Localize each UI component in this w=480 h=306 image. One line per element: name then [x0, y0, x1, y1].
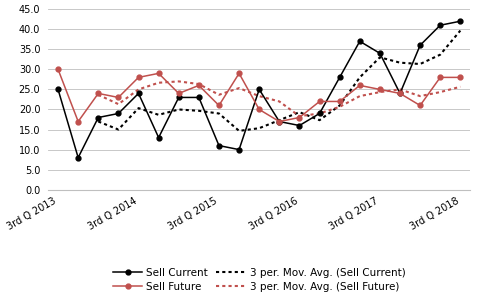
3 per. Mov. Avg. (Sell Future) [196, 82, 202, 86]
3 per. Mov. Avg. (Sell Future) [136, 88, 142, 91]
Sell Future [276, 120, 282, 123]
3 per. Mov. Avg. (Sell Future) [317, 112, 323, 115]
3 per. Mov. Avg. (Sell Current) [377, 55, 383, 59]
3 per. Mov. Avg. (Sell Current) [357, 76, 363, 79]
Sell Current [236, 148, 242, 151]
Sell Future [236, 72, 242, 75]
3 per. Mov. Avg. (Sell Current) [297, 110, 302, 114]
Sell Current [196, 95, 202, 99]
3 per. Mov. Avg. (Sell Future) [276, 100, 282, 103]
Sell Future [116, 95, 121, 99]
Sell Current [176, 95, 181, 99]
3 per. Mov. Avg. (Sell Current) [317, 118, 323, 122]
3 per. Mov. Avg. (Sell Current) [136, 106, 142, 110]
3 per. Mov. Avg. (Sell Future) [297, 114, 302, 118]
Sell Future [136, 76, 142, 79]
3 per. Mov. Avg. (Sell Future) [236, 86, 242, 90]
Sell Current [96, 116, 101, 119]
3 per. Mov. Avg. (Sell Future) [156, 81, 161, 84]
Sell Future [216, 104, 222, 107]
Sell Future [196, 84, 202, 87]
Sell Current [75, 156, 81, 159]
Sell Future [297, 116, 302, 119]
Sell Future [55, 68, 61, 71]
3 per. Mov. Avg. (Sell Future) [256, 94, 262, 98]
Sell Current [116, 112, 121, 115]
Line: 3 per. Mov. Avg. (Sell Future): 3 per. Mov. Avg. (Sell Future) [98, 81, 460, 116]
Sell Current [457, 19, 463, 23]
Legend: Sell Current, Sell Future, 3 per. Mov. Avg. (Sell Current), 3 per. Mov. Avg. (Se: Sell Current, Sell Future, 3 per. Mov. A… [109, 263, 409, 296]
3 per. Mov. Avg. (Sell Current) [457, 29, 463, 32]
3 per. Mov. Avg. (Sell Future) [96, 93, 101, 97]
3 per. Mov. Avg. (Sell Current) [216, 112, 222, 115]
Line: Sell Current: Sell Current [56, 19, 463, 160]
Sell Current [55, 88, 61, 91]
3 per. Mov. Avg. (Sell Future) [417, 94, 423, 98]
3 per. Mov. Avg. (Sell Current) [156, 113, 161, 117]
3 per. Mov. Avg. (Sell Current) [236, 129, 242, 133]
3 per. Mov. Avg. (Sell Current) [337, 104, 343, 107]
3 per. Mov. Avg. (Sell Future) [377, 90, 383, 94]
Sell Future [417, 104, 423, 107]
3 per. Mov. Avg. (Sell Current) [176, 108, 181, 111]
Sell Future [357, 84, 363, 87]
Line: Sell Future: Sell Future [56, 67, 463, 124]
Sell Current [297, 124, 302, 127]
Sell Current [317, 112, 323, 115]
Sell Future [457, 76, 463, 79]
3 per. Mov. Avg. (Sell Future) [457, 85, 463, 88]
3 per. Mov. Avg. (Sell Future) [337, 105, 343, 109]
Sell Current [276, 120, 282, 123]
Line: 3 per. Mov. Avg. (Sell Current): 3 per. Mov. Avg. (Sell Current) [98, 31, 460, 131]
Sell Future [437, 76, 443, 79]
Sell Current [136, 91, 142, 95]
Sell Future [397, 91, 403, 95]
3 per. Mov. Avg. (Sell Current) [96, 120, 101, 123]
Sell Future [176, 91, 181, 95]
Sell Future [256, 108, 262, 111]
Sell Current [357, 39, 363, 43]
Sell Current [256, 88, 262, 91]
3 per. Mov. Avg. (Sell Future) [176, 80, 181, 83]
3 per. Mov. Avg. (Sell Future) [116, 102, 121, 106]
3 per. Mov. Avg. (Sell Current) [417, 62, 423, 66]
3 per. Mov. Avg. (Sell Current) [256, 126, 262, 130]
Sell Future [317, 100, 323, 103]
Sell Future [75, 120, 81, 123]
Sell Current [216, 144, 222, 147]
3 per. Mov. Avg. (Sell Current) [116, 128, 121, 131]
3 per. Mov. Avg. (Sell Current) [196, 109, 202, 113]
Sell Future [96, 91, 101, 95]
Sell Future [156, 72, 161, 75]
Sell Current [156, 136, 161, 140]
3 per. Mov. Avg. (Sell Current) [276, 118, 282, 122]
3 per. Mov. Avg. (Sell Future) [216, 93, 222, 97]
3 per. Mov. Avg. (Sell Future) [357, 94, 363, 98]
Sell Current [417, 43, 423, 47]
3 per. Mov. Avg. (Sell Future) [437, 90, 443, 94]
3 per. Mov. Avg. (Sell Current) [437, 53, 443, 57]
3 per. Mov. Avg. (Sell Future) [397, 88, 403, 91]
Sell Current [377, 51, 383, 55]
Sell Current [437, 23, 443, 27]
Sell Current [397, 91, 403, 95]
Sell Current [337, 76, 343, 79]
3 per. Mov. Avg. (Sell Current) [397, 61, 403, 65]
Sell Future [337, 100, 343, 103]
Sell Future [377, 88, 383, 91]
